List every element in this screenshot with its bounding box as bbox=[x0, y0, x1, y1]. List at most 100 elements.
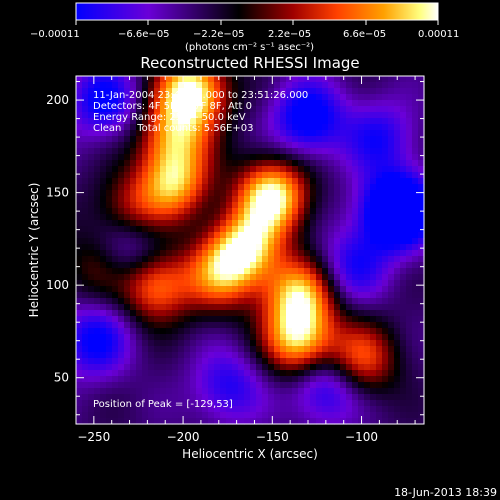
heatmap-cell bbox=[286, 112, 293, 119]
heatmap-cell bbox=[304, 304, 311, 311]
heatmap-cell bbox=[328, 106, 335, 113]
heatmap-cell bbox=[370, 322, 377, 329]
heatmap-cell bbox=[142, 418, 149, 425]
heatmap-cell bbox=[160, 208, 167, 215]
heatmap-cell bbox=[268, 214, 275, 221]
heatmap-cell bbox=[172, 412, 179, 419]
heatmap-cell bbox=[334, 316, 341, 323]
heatmap-cell bbox=[124, 340, 131, 347]
heatmap-cell bbox=[322, 292, 329, 299]
heatmap-cell bbox=[232, 232, 239, 239]
heatmap-cell bbox=[82, 316, 89, 323]
heatmap-cell bbox=[352, 358, 359, 365]
heatmap-cell bbox=[106, 172, 113, 179]
heatmap-cell bbox=[160, 340, 167, 347]
heatmap-cell bbox=[214, 310, 221, 317]
heatmap-cell bbox=[280, 388, 287, 395]
heatmap-cell bbox=[112, 166, 119, 173]
heatmap-cell bbox=[280, 118, 287, 125]
heatmap-cell bbox=[136, 376, 143, 383]
heatmap-cell bbox=[250, 112, 257, 119]
heatmap-cell bbox=[238, 148, 245, 155]
heatmap-cell bbox=[238, 232, 245, 239]
heatmap-cell bbox=[244, 394, 251, 401]
heatmap-cell bbox=[88, 268, 95, 275]
heatmap-cell bbox=[388, 358, 395, 365]
heatmap-cell bbox=[340, 166, 347, 173]
heatmap-cell bbox=[76, 388, 83, 395]
heatmap-cell bbox=[304, 328, 311, 335]
heatmap-cell bbox=[172, 352, 179, 359]
heatmap-cell bbox=[274, 388, 281, 395]
heatmap-cell bbox=[178, 316, 185, 323]
heatmap-cell bbox=[220, 400, 227, 407]
heatmap-cell bbox=[370, 202, 377, 209]
heatmap-cell bbox=[196, 340, 203, 347]
heatmap-cell bbox=[418, 100, 425, 107]
heatmap-cell bbox=[304, 88, 311, 95]
heatmap-cell bbox=[190, 418, 197, 425]
heatmap-cell bbox=[328, 346, 335, 353]
heatmap-cell bbox=[76, 298, 83, 305]
heatmap-cell bbox=[214, 106, 221, 113]
heatmap-cell bbox=[412, 178, 419, 185]
heatmap-cell bbox=[262, 88, 269, 95]
heatmap-cell bbox=[370, 304, 377, 311]
heatmap-cell bbox=[250, 376, 257, 383]
heatmap-cell bbox=[412, 364, 419, 371]
heatmap-cell bbox=[238, 370, 245, 377]
heatmap-cell bbox=[334, 208, 341, 215]
heatmap-cell bbox=[286, 316, 293, 323]
heatmap-cell bbox=[304, 202, 311, 209]
heatmap-cell bbox=[172, 166, 179, 173]
heatmap-cell bbox=[340, 394, 347, 401]
heatmap-cell bbox=[244, 406, 251, 413]
heatmap-cell bbox=[148, 76, 155, 83]
heatmap-cell bbox=[196, 88, 203, 95]
heatmap-cell bbox=[280, 418, 287, 425]
heatmap-cell bbox=[136, 244, 143, 251]
heatmap-cell bbox=[142, 412, 149, 419]
heatmap-cell bbox=[214, 346, 221, 353]
heatmap-cell bbox=[358, 286, 365, 293]
heatmap-cell bbox=[256, 256, 263, 263]
heatmap-cell bbox=[220, 190, 227, 197]
heatmap-cell bbox=[160, 76, 167, 83]
heatmap-cell bbox=[298, 220, 305, 227]
heatmap-cell bbox=[364, 328, 371, 335]
heatmap-cell bbox=[238, 214, 245, 221]
heatmap-cell bbox=[148, 292, 155, 299]
heatmap-cell bbox=[400, 94, 407, 101]
heatmap-cell bbox=[142, 178, 149, 185]
heatmap-cell bbox=[190, 82, 197, 89]
heatmap-cell bbox=[232, 208, 239, 215]
heatmap-cell bbox=[376, 142, 383, 149]
heatmap-cell bbox=[130, 256, 137, 263]
heatmap-cell bbox=[280, 310, 287, 317]
heatmap-cell bbox=[280, 250, 287, 257]
heatmap-cell bbox=[256, 136, 263, 143]
heatmap-cell bbox=[418, 172, 425, 179]
heatmap-cell bbox=[334, 82, 341, 89]
heatmap-cell bbox=[394, 94, 401, 101]
heatmap-cell bbox=[256, 370, 263, 377]
heatmap-cell bbox=[76, 166, 83, 173]
heatmap-cell bbox=[394, 262, 401, 269]
heatmap-cell bbox=[190, 76, 197, 83]
heatmap-cell bbox=[238, 376, 245, 383]
heatmap-cell bbox=[232, 250, 239, 257]
heatmap-cell bbox=[178, 376, 185, 383]
heatmap-cell bbox=[316, 412, 323, 419]
heatmap-cell bbox=[274, 136, 281, 143]
heatmap-cell bbox=[292, 376, 299, 383]
heatmap-cell bbox=[124, 268, 131, 275]
heatmap-cell bbox=[148, 316, 155, 323]
heatmap-cell bbox=[340, 88, 347, 95]
heatmap-cell bbox=[226, 82, 233, 89]
heatmap-cell bbox=[370, 148, 377, 155]
heatmap-cell bbox=[76, 238, 83, 245]
heatmap-cell bbox=[316, 400, 323, 407]
heatmap-cell bbox=[190, 154, 197, 161]
heatmap-cell bbox=[148, 376, 155, 383]
heatmap-cell bbox=[352, 382, 359, 389]
